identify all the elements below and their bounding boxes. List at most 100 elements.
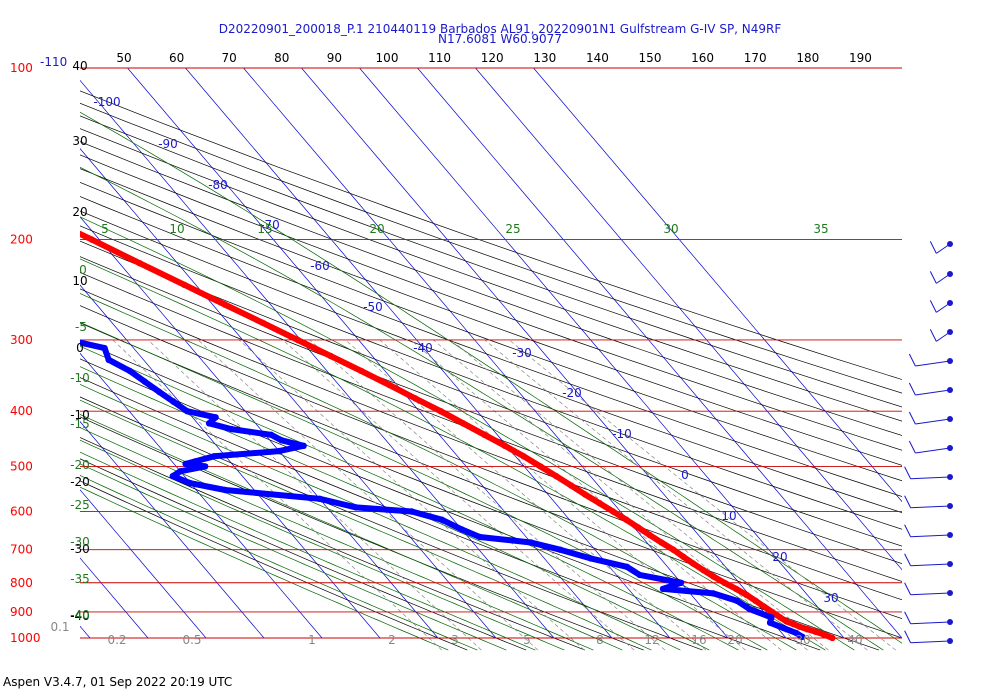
moist-adiabat-line [80,451,536,651]
dewpoint-point [557,546,564,553]
wind-barb [908,353,953,367]
moist-adiabat-label: 20 [369,222,384,236]
temperature-point [136,260,143,267]
dewpoint-point [275,447,283,455]
pressure-tick-label: 200 [10,233,33,247]
isotherm-label: -10 [612,427,632,441]
dewpoint-point [187,480,194,487]
moist-adiabat-line [80,345,739,651]
dewpoint-point [458,526,465,533]
dry-adiabat-line [80,416,644,651]
dry-adiabat-line [80,181,902,482]
mixing-ratio-line [410,339,782,651]
chart-title: D20220901_200018_P.1 210440119 Barbados … [218,22,782,36]
temperature-point [62,224,68,230]
temperature-point [537,463,544,470]
temperature-point [743,591,750,598]
moist-adiabat-label: 25 [505,222,520,236]
temperature-point [829,634,836,642]
moist-adiabat-line [80,384,681,651]
moist-adiabat-line [80,293,797,651]
mixing-ratio-line [197,339,539,651]
temperature-point [804,626,811,633]
mixing-ratio-label: 0.2 [107,633,126,647]
dewpoint-point [766,619,774,626]
dewpoint-point [182,460,189,468]
wind-barb [904,466,953,480]
dry-adiabat-line [80,240,902,547]
temperature-point [783,618,790,625]
dry-adiabat-line [80,358,821,651]
isotherm-label: -80 [208,178,228,192]
pressure-tick-label: 1000 [10,631,41,645]
mixing-ratio-label: 3 [451,633,459,647]
isotherm-line [80,352,323,639]
dewpoint-point [191,458,199,465]
pressure-tick-label: 800 [10,576,33,590]
moist-adiabat-label: 10 [169,222,184,236]
moist-adiabat-label: -15 [70,417,90,431]
temperature-point [459,420,467,427]
dry-adiabat-label: 30 [72,134,87,148]
dewpoint-point [746,606,754,613]
mixing-ratio-label: 8 [596,633,604,647]
pressure-tick-label: 300 [10,333,33,347]
dewpoint-point [710,590,717,597]
dry-adiabat-label: 10 [72,274,87,288]
isotherm-label: 30 [823,591,838,605]
temperature-point [567,482,575,489]
dewpoint-point [156,388,163,396]
mixing-ratio-line [379,339,746,651]
isotherm-line [417,67,902,639]
dry-adiabat-line [80,141,902,436]
moist-adiabat-label: 5 [101,222,109,236]
dry-adiabat-line [80,154,902,451]
top-temperature-tick: 120 [481,51,504,65]
mixing-ratio-line [309,339,666,651]
isotherm-label: -20 [562,386,582,400]
dewpoint-point [793,629,800,637]
moist-adiabat-line [80,463,507,651]
dry-adiabat-line [80,128,902,422]
temperature-point [635,524,642,531]
dewpoint-point [205,420,213,427]
temperature-point [386,381,393,389]
mixing-ratio-label: 0.1 [50,620,69,634]
temperature-point [623,516,630,523]
dry-adiabat-label: 40 [72,59,87,73]
top-temperature-tick: 110 [428,51,451,65]
dewpoint-point [677,579,685,586]
moist-adiabat-line [80,258,826,651]
chart-subtitle: N17.6081 W60.9077 [438,32,562,46]
wind-barb [929,300,953,313]
mixing-ratio-label: 40 [847,633,862,647]
dry-adiabat-line [80,196,902,497]
top-temperature-tick: 50 [116,51,131,65]
isotherm-line [80,420,265,639]
isotherm-label: 10 [721,509,736,523]
isotherm-label: 0 [681,468,689,482]
moist-adiabat-line [80,439,565,651]
dewpoint-point [278,437,285,444]
dewpoint-point [141,378,148,385]
moist-adiabat-line [80,475,478,651]
temperature-point [689,560,697,567]
temperature-point [812,628,819,635]
wind-barb [904,495,953,509]
mixing-ratio-label: 5 [523,633,531,647]
temperature-point [721,579,728,586]
isotherm-label: -60 [310,259,330,273]
mixing-ratio-line [238,339,585,651]
moist-adiabat-line [80,216,855,651]
wind-barb [904,611,953,625]
isotherm-label: -100 [93,95,120,109]
wind-barb [904,630,953,644]
temperature-point [520,453,527,460]
wind-barb [908,382,953,396]
top-isotherm-label: -110 [40,55,67,69]
moist-adiabat-line [80,486,449,651]
dry-adiabat-line [80,256,902,564]
isotherm-line [475,67,902,571]
dewpoint-point [228,425,235,433]
mixing-ratio-label: 30 [795,633,810,647]
